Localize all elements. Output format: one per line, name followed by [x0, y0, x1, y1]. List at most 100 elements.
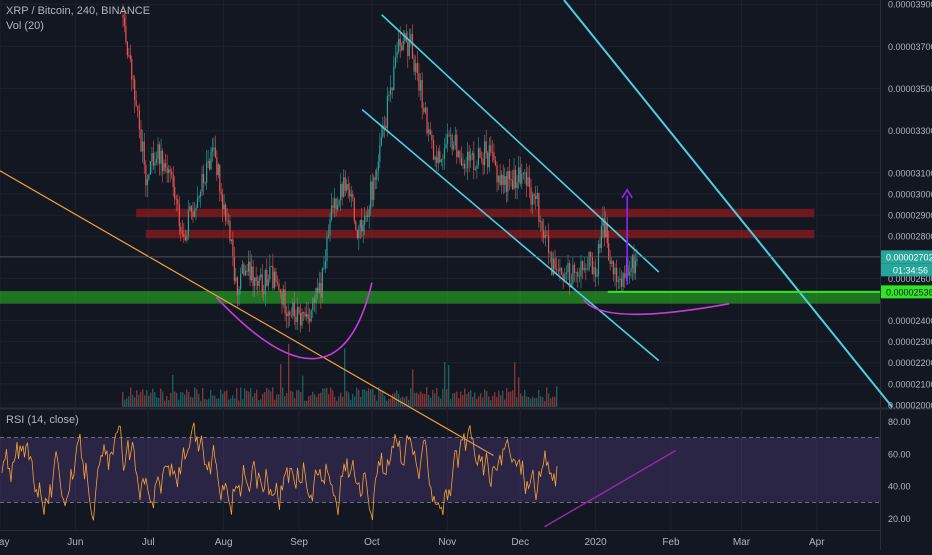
candle-body [527, 177, 529, 186]
support-zone [0, 291, 880, 304]
candle-body [605, 223, 607, 238]
candle-body [627, 265, 629, 276]
candle-body [128, 55, 130, 57]
candle-body [456, 134, 458, 157]
candle-body [333, 198, 336, 208]
price-tick-label: 0.00003700 [888, 42, 932, 52]
candle-body [493, 152, 495, 161]
candle-body [528, 177, 531, 188]
candle-body [158, 144, 161, 164]
volume-bar [184, 394, 186, 407]
volume-indicator-label[interactable]: Vol (20) [6, 20, 44, 32]
volume-bar [288, 343, 290, 407]
candle-body [320, 282, 322, 298]
candle-body [377, 161, 379, 171]
volume-bar [418, 394, 420, 407]
candle-body [530, 187, 532, 205]
volume-bar [138, 394, 140, 407]
candle-body [210, 151, 212, 170]
candle-body [355, 221, 357, 231]
volume-bar [424, 394, 426, 407]
volume-bar [550, 398, 552, 407]
candle-body [426, 107, 428, 134]
volume-bar [414, 393, 416, 407]
candle-body [336, 205, 339, 210]
volume-bar [212, 395, 214, 407]
orange-trendline[interactable] [0, 167, 494, 457]
candle-body [296, 307, 299, 322]
channel-upper-line[interactable] [381, 14, 660, 273]
candle-body [629, 272, 631, 276]
rsi-trendline[interactable] [544, 449, 677, 528]
volume-bar [534, 398, 536, 407]
volume-bar [230, 398, 232, 407]
candle-body [368, 209, 370, 217]
candles [122, 4, 638, 333]
volume-bar [252, 396, 254, 407]
x-tick-label: Mar [733, 537, 751, 548]
target-arrow-head[interactable] [621, 188, 633, 199]
candle-body [413, 58, 415, 72]
price-tick-label: 0.00002600 [888, 274, 932, 284]
candle-body [240, 273, 242, 290]
candle-body [577, 271, 579, 277]
rsi-line [1, 422, 558, 521]
volume-bar [466, 394, 468, 407]
volume-bar [548, 393, 550, 407]
candle-body [178, 203, 180, 227]
candle-body [547, 235, 550, 253]
countdown-bg [881, 263, 932, 277]
volume-bar [292, 391, 294, 407]
candle-body [508, 170, 510, 179]
rounding-bottom-arc[interactable] [582, 298, 730, 316]
volume-bar [474, 392, 476, 407]
candle-body [255, 277, 257, 282]
candle-body [588, 252, 590, 270]
volume-bar [298, 390, 300, 407]
volume-bar [322, 388, 324, 407]
candle-body [269, 266, 271, 280]
candle-body [151, 153, 153, 162]
candle-body [379, 145, 381, 162]
rounding-bottom-arc[interactable] [215, 282, 373, 360]
candle-body [633, 255, 635, 274]
volume-bar [190, 396, 192, 407]
volume-bar [452, 393, 454, 407]
candle-body [361, 220, 363, 232]
volume-bar [320, 392, 322, 407]
candle-body [217, 164, 219, 176]
candle-body [575, 271, 577, 273]
rsi-indicator-label[interactable]: RSI (14, close) [6, 414, 79, 426]
candle-body [123, 17, 126, 26]
candle-body [313, 298, 316, 303]
candle-body [431, 135, 433, 141]
candle-body [227, 220, 230, 222]
price-tick-label: 0.00003100 [888, 168, 932, 178]
channel-lower-line[interactable] [361, 109, 660, 362]
volume-bar [218, 398, 220, 407]
candle-body [442, 158, 444, 160]
candle-body [560, 267, 563, 274]
volume-bar [520, 393, 522, 407]
candle-body [324, 261, 327, 269]
volume-bar [274, 399, 276, 407]
volume-bar [536, 397, 538, 407]
candle-body [275, 271, 277, 283]
volume-bar [456, 391, 458, 407]
candle-body [439, 151, 441, 162]
candle-body [454, 134, 456, 146]
candle-body [507, 170, 509, 192]
candle-body [459, 151, 461, 158]
volume-bar [168, 400, 170, 407]
candle-body [241, 264, 243, 274]
candle-body [299, 313, 302, 326]
candle-body [230, 239, 233, 241]
candle-body [410, 34, 412, 41]
volume-bar [352, 393, 354, 407]
outer-trendline[interactable] [563, 0, 893, 408]
candle-body [189, 206, 191, 211]
volume-bar [444, 362, 446, 407]
resistance-zone [136, 208, 815, 218]
